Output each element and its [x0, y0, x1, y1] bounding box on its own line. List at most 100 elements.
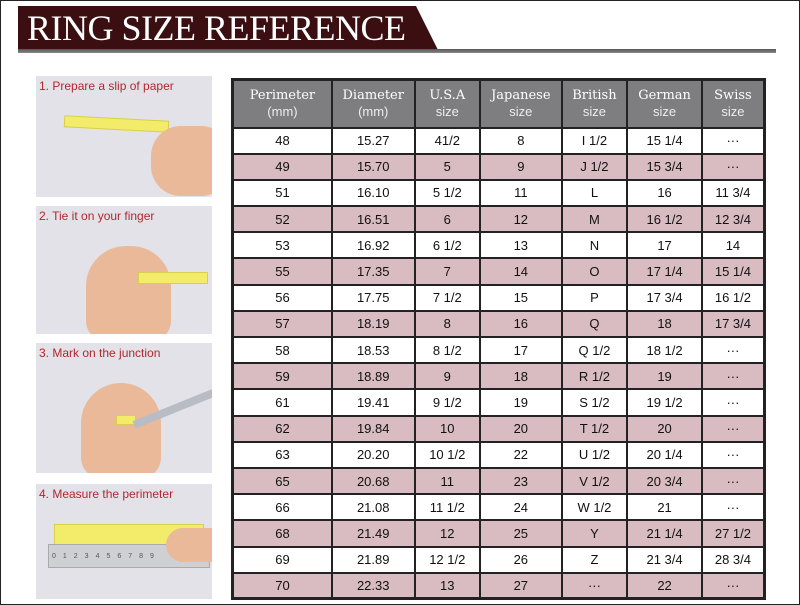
table-row: 62 19.84 10 20 T 1/2 20 ···	[231, 414, 766, 443]
table-cell: 49	[231, 152, 333, 181]
table-cell: 21.89	[330, 545, 416, 574]
table-cell: 16.51	[330, 205, 416, 234]
table-cell: Y	[560, 519, 629, 548]
table-cell: ···	[700, 466, 766, 496]
table-cell: 41/2	[413, 126, 482, 155]
table-cell: 68	[231, 519, 333, 548]
table-cell: P	[560, 283, 629, 312]
table-cell: 15	[479, 283, 563, 312]
table-cell: ···	[700, 493, 766, 522]
table-cell: 16 1/2	[700, 283, 766, 312]
table-cell: T 1/2	[560, 414, 629, 443]
table-row: 68 21.49 12 25 Y 21 1/4 27 1/2	[231, 519, 766, 548]
table-cell: I 1/2	[560, 126, 629, 155]
table-cell: ···	[700, 571, 766, 600]
table-cell: 17	[479, 335, 563, 365]
table-cell: 17 3/4	[700, 309, 766, 339]
table-cell: 10 1/2	[413, 440, 482, 469]
table-cell: V 1/2	[560, 466, 629, 496]
table-cell: 18.53	[330, 335, 416, 365]
table-cell: 48	[231, 126, 333, 155]
table-cell: 70	[231, 571, 333, 600]
table-cell: 18.19	[330, 309, 416, 339]
table-cell: 53	[231, 231, 333, 260]
column-header-british: British size	[560, 78, 629, 129]
table-cell: 69	[231, 545, 333, 574]
page-title: RING SIZE REFERENCE	[27, 8, 406, 48]
table-cell: 23	[479, 466, 563, 496]
table-cell: 55	[231, 257, 333, 286]
column-header-diameter: Diameter (mm)	[330, 78, 416, 129]
table-cell: ···	[700, 388, 766, 417]
column-header-usa: U.S.A size	[413, 78, 482, 129]
table-cell: 21.08	[330, 493, 416, 522]
table-row: 66 21.08 11 1/2 24 W 1/2 21 ···	[231, 493, 766, 522]
table-cell: 65	[231, 466, 333, 496]
table-cell: 18.89	[330, 362, 416, 391]
table-cell: 9	[479, 152, 563, 181]
table-cell: Q 1/2	[560, 335, 629, 365]
table-row: 63 20.20 10 1/2 22 U 1/2 20 1/4 ···	[231, 440, 766, 469]
table-cell: 16 1/2	[626, 205, 703, 234]
table-cell: 17	[626, 231, 703, 260]
paper-strip-image	[138, 272, 208, 284]
table-cell: 27	[479, 571, 563, 600]
table-row: 61 19.41 9 1/2 19 S 1/2 19 1/2 ···	[231, 388, 766, 417]
table-cell: 17 3/4	[626, 283, 703, 312]
table-row: 48 15.27 41/2 8 I 1/2 15 1/4 ···	[231, 126, 766, 155]
table-cell: 59	[231, 362, 333, 391]
table-cell: ···	[700, 126, 766, 155]
table-cell: 20	[479, 414, 563, 443]
ring-size-table: Perimeter (mm) Diameter (mm) U.S.A size Japane…	[231, 78, 766, 601]
table-row: 51 16.10 5 1/2 11 L 16 11 3/4	[231, 178, 766, 208]
table-row: 55 17.35 7 14 O 17 1/4 15 1/4	[231, 257, 766, 286]
table-row: 58 18.53 8 1/2 17 Q 1/2 18 1/2 ···	[231, 335, 766, 365]
step-4-caption: 4. Measure the perimeter	[39, 487, 174, 501]
column-name: Diameter	[342, 87, 404, 103]
table-cell: 19	[626, 362, 703, 391]
column-header-japanese: Japanese size	[479, 78, 563, 129]
table-cell: 20 3/4	[626, 466, 703, 496]
step-1-panel: 1. Prepare a slip of paper	[36, 76, 212, 197]
table-row: 57 18.19 8 16 Q 18 17 3/4	[231, 309, 766, 339]
table-cell: 9 1/2	[413, 388, 482, 417]
table-cell: 27 1/2	[700, 519, 766, 548]
table-cell: 17.75	[330, 283, 416, 312]
table-cell: J 1/2	[560, 152, 629, 181]
table-cell: Q	[560, 309, 629, 339]
table-cell: 19	[479, 388, 563, 417]
hand-image	[81, 383, 161, 473]
table-row: 69 21.89 12 1/2 26 Z 21 3/4 28 3/4	[231, 545, 766, 574]
step-2-panel: 2. Tie it on your finger	[36, 206, 212, 334]
table-row: 56 17.75 7 1/2 15 P 17 3/4 16 1/2	[231, 283, 766, 312]
table-cell: 26	[479, 545, 563, 574]
table-cell: 16	[479, 309, 563, 339]
table-cell: ···	[700, 335, 766, 365]
table-cell: 52	[231, 205, 333, 234]
column-unit: size	[435, 103, 459, 119]
table-cell: O	[560, 257, 629, 286]
table-row: 53 16.92 6 1/2 13 N 17 14	[231, 231, 766, 260]
table-cell: 20.68	[330, 466, 416, 496]
table-cell: 17.35	[330, 257, 416, 286]
table-cell: 13	[479, 231, 563, 260]
table-cell: 14	[700, 231, 766, 260]
table-cell: 6 1/2	[413, 231, 482, 260]
table-cell: 57	[231, 309, 333, 339]
paper-strip-image	[63, 115, 170, 133]
table-cell: 11 3/4	[700, 178, 766, 208]
table-cell: 58	[231, 335, 333, 365]
table-cell: 21 3/4	[626, 545, 703, 574]
table-cell: 20.20	[330, 440, 416, 469]
step-1-caption: 1. Prepare a slip of paper	[39, 79, 174, 93]
table-cell: 62	[231, 414, 333, 443]
table-cell: 66	[231, 493, 333, 522]
step-4-panel: 4. Measure the perimeter 0123456789	[36, 484, 212, 599]
table-cell: 6	[413, 205, 482, 234]
table-cell: 8	[479, 126, 563, 155]
table-cell: 21	[626, 493, 703, 522]
table-cell: ···	[700, 152, 766, 181]
table-row: 70 22.33 13 27 ··· 22 ···	[231, 571, 766, 600]
table-cell: N	[560, 231, 629, 260]
table-cell: 22	[479, 440, 563, 469]
